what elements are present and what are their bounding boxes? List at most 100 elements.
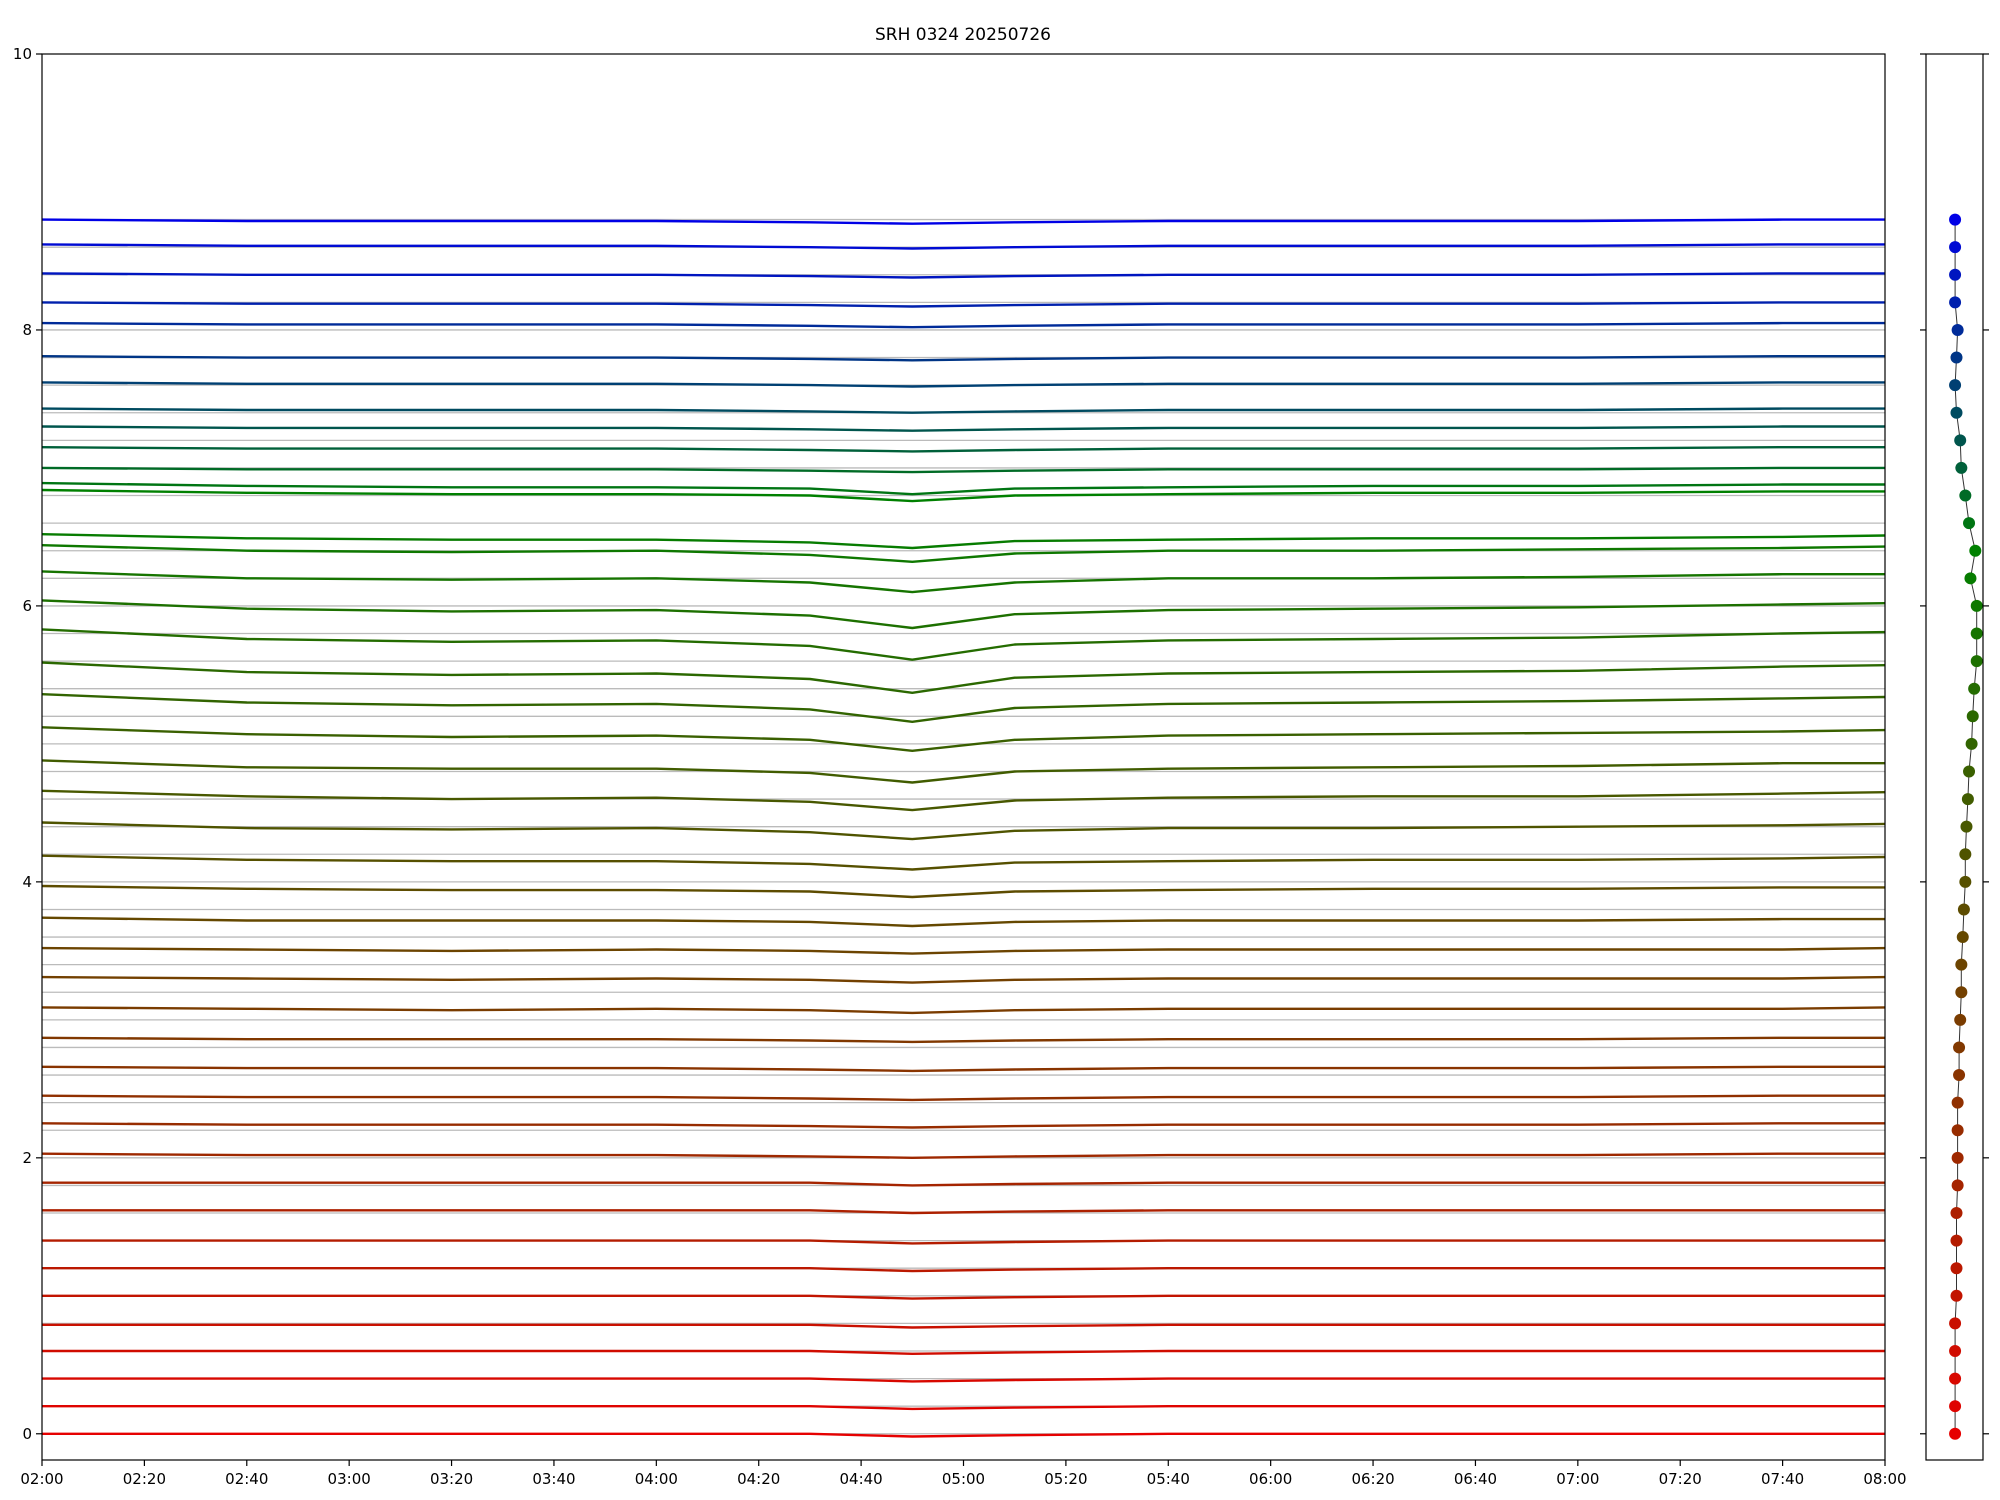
x-tick-label: 07:40 (1761, 1470, 1804, 1488)
y-tick-label: 2 (22, 1149, 32, 1167)
offset-dot (1954, 434, 1967, 447)
offset-dot (1949, 1400, 1962, 1413)
x-tick-label: 05:40 (1147, 1470, 1190, 1488)
y-tick-label: 10 (13, 45, 32, 63)
trace-line (41, 425, 1885, 432)
offset-dot (1956, 931, 1969, 944)
offset-dot (1949, 1372, 1962, 1385)
trace-line (41, 488, 1885, 503)
offset-dot (1951, 323, 1964, 336)
trace-line (42, 1267, 1885, 1273)
offset-dot (1957, 903, 1970, 916)
trace-line (42, 1377, 1885, 1383)
trace-line (41, 628, 1886, 661)
offset-dot (1965, 737, 1978, 750)
trace-line (42, 1405, 1885, 1411)
trace-line (41, 661, 1886, 694)
trace-line (42, 1181, 1885, 1187)
x-tick-label: 05:20 (1044, 1470, 1087, 1488)
trace-line (41, 946, 1886, 955)
trace-line (41, 243, 1885, 250)
trace-line (41, 759, 1885, 784)
x-tick-label: 03:20 (430, 1470, 473, 1488)
trace-line (42, 1294, 1885, 1300)
offset-dot (1949, 1427, 1962, 1440)
x-tick-label: 02:00 (20, 1470, 63, 1488)
trace-line (41, 466, 1885, 474)
offset-dot (1951, 1096, 1964, 1109)
offset-dot (1968, 682, 1981, 695)
trace-line (41, 854, 1886, 871)
x-tick-label: 06:40 (1454, 1470, 1497, 1488)
trace-line (41, 355, 1885, 362)
x-tick-label: 02:40 (225, 1470, 268, 1488)
trace-line (41, 975, 1886, 984)
offset-dot (1960, 820, 1973, 833)
offset-dot (1966, 710, 1979, 723)
y-tick-label: 0 (22, 1425, 32, 1443)
x-tick-label: 02:20 (123, 1470, 166, 1488)
offset-dot (1953, 1041, 1966, 1054)
x-tick-label: 04:20 (737, 1470, 780, 1488)
x-tick-label: 03:40 (532, 1470, 575, 1488)
trace-line (41, 544, 1886, 563)
trace-line (41, 407, 1885, 414)
trace-line (41, 821, 1886, 841)
offset-dot (1950, 1289, 1963, 1302)
trace-line (41, 1036, 1885, 1044)
trace-line (41, 789, 1886, 812)
chart-title: SRH 0324 20250726 (875, 25, 1051, 45)
offset-dot (1955, 461, 1968, 474)
offset-dot (1950, 1234, 1963, 1247)
offset-dot (1953, 1069, 1966, 1082)
offset-dot (1951, 1151, 1964, 1164)
trace-line (41, 381, 1885, 388)
trace-line (42, 1323, 1885, 1329)
offset-dot (1950, 351, 1963, 364)
offset-dot (1970, 655, 1983, 668)
offset-dot (1950, 1262, 1963, 1275)
x-tick-label: 04:40 (839, 1470, 882, 1488)
offset-dot (1955, 958, 1968, 971)
offset-dot (1959, 489, 1972, 502)
trace-line (41, 272, 1885, 279)
trace-line (41, 481, 1885, 496)
x-tick-label: 07:20 (1659, 1470, 1702, 1488)
trace-line (41, 1065, 1885, 1073)
offset-dot (1950, 406, 1963, 419)
offset-dot (1949, 379, 1962, 392)
x-tick-label: 06:20 (1351, 1470, 1394, 1488)
trace-line (41, 693, 1886, 723)
offset-dot (1970, 627, 1983, 640)
x-tick-label: 04:00 (635, 1470, 678, 1488)
offset-dot (1949, 268, 1962, 281)
offset-dot (1955, 986, 1968, 999)
offset-dot (1949, 213, 1962, 226)
offset-dot (1961, 793, 1974, 806)
offset-dot (1964, 572, 1977, 585)
trace-line (41, 301, 1885, 308)
trace-line (41, 321, 1885, 329)
x-tick-label: 06:00 (1249, 1470, 1292, 1488)
x-tick-label: 03:00 (328, 1470, 371, 1488)
trace-line (41, 570, 1885, 594)
offset-dot (1969, 544, 1982, 557)
trace-line (42, 1239, 1885, 1245)
trace-line (41, 726, 1886, 752)
offset-dot (1949, 296, 1962, 309)
x-tick-label: 07:00 (1556, 1470, 1599, 1488)
offset-dot (1949, 241, 1962, 254)
x-tick-label: 08:00 (1863, 1470, 1906, 1488)
y-tick-label: 8 (22, 321, 32, 339)
y-tick-label: 6 (22, 597, 32, 615)
trace-line (41, 1006, 1886, 1015)
offset-dot (1959, 848, 1972, 861)
trace-line (41, 218, 1885, 225)
trace-line (41, 916, 1885, 928)
side-frame (1925, 53, 1984, 1461)
trace-line (41, 1094, 1885, 1102)
offset-dot (1959, 875, 1972, 888)
trace-line (42, 1432, 1885, 1438)
